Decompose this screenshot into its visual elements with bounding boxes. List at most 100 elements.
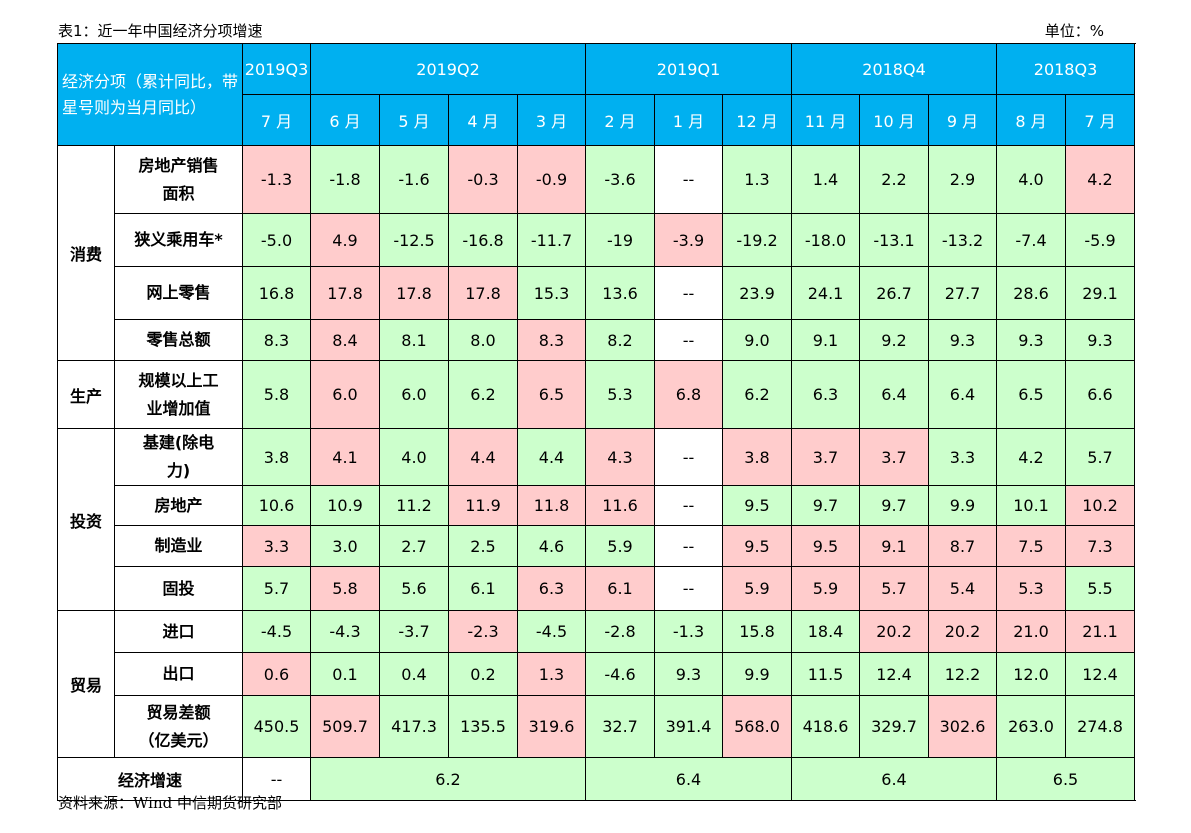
value-cell: -13.2 bbox=[928, 213, 998, 267]
value-cell: 6.8 bbox=[654, 360, 724, 429]
value-cell: 5.7 bbox=[242, 566, 312, 611]
value-cell: 9.7 bbox=[791, 485, 861, 526]
value-cell: -19.2 bbox=[722, 213, 793, 267]
row-label: 网上零售 bbox=[113, 266, 244, 320]
value-cell: 12.4 bbox=[1065, 652, 1136, 696]
value-cell: -1.6 bbox=[379, 145, 450, 214]
value-cell: 11.2 bbox=[379, 485, 450, 526]
group-label: 投资 bbox=[57, 428, 115, 611]
value-cell: 5.4 bbox=[928, 566, 998, 611]
row-label: 出口 bbox=[113, 652, 244, 696]
group-label: 贸易 bbox=[57, 610, 115, 758]
value-cell: 9.1 bbox=[859, 525, 930, 567]
value-cell: -0.3 bbox=[448, 145, 519, 214]
month-header: 5 月 bbox=[379, 94, 450, 146]
value-cell: -13.1 bbox=[859, 213, 930, 267]
value-cell: -3.9 bbox=[654, 213, 724, 267]
value-cell: 17.8 bbox=[448, 266, 519, 320]
gdp-value: -- bbox=[242, 757, 312, 801]
value-cell: -- bbox=[654, 525, 724, 567]
value-cell: 17.8 bbox=[310, 266, 381, 320]
row-label: 零售总额 bbox=[113, 319, 244, 361]
value-cell: 23.9 bbox=[722, 266, 793, 320]
row-label: 固投 bbox=[113, 566, 244, 611]
value-cell: 6.4 bbox=[928, 360, 998, 429]
table-row: 投资 基建(除电力) 3.8 4.1 4.0 4.4 4.4 4.3 -- 3.8 3.7 3.7 3.… bbox=[57, 428, 1136, 611]
table-row: 狭义乘用车* -5.0 4.9 -12.5 -16.8 -11.7 -19 -3.9 -19.2… bbox=[58, 213, 1136, 267]
value-cell: 15.8 bbox=[722, 610, 793, 653]
value-cell: 4.9 bbox=[310, 213, 381, 267]
value-cell: 17.8 bbox=[379, 266, 450, 320]
row-label: 进口 bbox=[113, 610, 244, 653]
value-cell: 6.0 bbox=[379, 360, 450, 429]
value-cell: 2.9 bbox=[928, 145, 998, 214]
table-row: 出口 0.6 0.1 0.4 0.2 1.3 -4.6 9.3 9.9 11.5 12.4 12.2 1… bbox=[58, 652, 1136, 696]
value-cell: 4.4 bbox=[517, 428, 587, 486]
value-cell: 3.7 bbox=[791, 428, 861, 486]
value-cell: 10.2 bbox=[1065, 485, 1136, 526]
value-cell: 16.8 bbox=[242, 266, 312, 320]
group-label: 消费 bbox=[57, 145, 115, 361]
month-header: 9 月 bbox=[928, 94, 998, 146]
value-cell: 6.5 bbox=[517, 360, 587, 429]
month-header: 3 月 bbox=[517, 94, 587, 146]
value-cell: -- bbox=[654, 566, 724, 611]
row-label: 规模以上工业增加值 bbox=[113, 360, 244, 429]
value-cell: 9.0 bbox=[722, 319, 793, 361]
value-cell: 13.6 bbox=[585, 266, 656, 320]
table-row: 固投 5.7 5.8 5.6 6.1 6.3 6.1 -- 5.9 5.9 5.7 5.4 5.3 5.5 bbox=[58, 566, 1136, 611]
value-cell: 9.2 bbox=[859, 319, 930, 361]
value-cell: 10.9 bbox=[310, 485, 381, 526]
value-cell: 9.3 bbox=[654, 652, 724, 696]
table-caption: 表1：近一年中国经济分项增速 bbox=[58, 22, 263, 40]
value-cell: 6.3 bbox=[517, 566, 587, 611]
value-cell: -12.5 bbox=[379, 213, 450, 267]
value-cell: -3.7 bbox=[379, 610, 450, 653]
value-cell: 8.2 bbox=[585, 319, 656, 361]
month-header: 7 月 bbox=[242, 94, 312, 146]
value-cell: 4.0 bbox=[379, 428, 450, 486]
value-cell: 8.4 bbox=[310, 319, 381, 361]
gdp-row: 经济增速 -- 6.2 6.4 6.4 6.5 bbox=[56, 757, 1136, 801]
value-cell: 4.3 bbox=[585, 428, 656, 486]
value-cell: 10.6 bbox=[242, 485, 312, 526]
value-cell: 15.3 bbox=[517, 266, 587, 320]
month-header: 11 月 bbox=[791, 94, 861, 146]
economic-indicator-table: 经济分项（累计同比，带星号则为当月同比） 2019Q3 2019Q2 2019Q… bbox=[56, 43, 1136, 801]
value-cell: 0.1 bbox=[310, 652, 381, 696]
table-row: 生产 规模以上工业增加值 5.8 6.0 6.0 6.2 6.5 5.3 6.8 6.2 6.3 6.… bbox=[57, 360, 1136, 429]
value-cell: 11.9 bbox=[448, 485, 519, 526]
value-cell: 4.0 bbox=[996, 145, 1067, 214]
value-cell: 20.2 bbox=[859, 610, 930, 653]
value-cell: 391.4 bbox=[654, 695, 724, 758]
value-cell: 9.9 bbox=[722, 652, 793, 696]
value-cell: 3.8 bbox=[242, 428, 312, 486]
value-cell: 2.5 bbox=[448, 525, 519, 567]
value-cell: 329.7 bbox=[859, 695, 930, 758]
value-cell: -4.6 bbox=[585, 652, 656, 696]
value-cell: -- bbox=[654, 319, 724, 361]
value-cell: 5.6 bbox=[379, 566, 450, 611]
table-row: 零售总额 8.3 8.4 8.1 8.0 8.3 8.2 -- 9.0 9.1 9.2 9.3 9.3 9… bbox=[58, 319, 1136, 361]
value-cell: 5.7 bbox=[859, 566, 930, 611]
value-cell: -1.3 bbox=[654, 610, 724, 653]
month-header: 4 月 bbox=[448, 94, 519, 146]
quarter-header: 2018Q4 bbox=[791, 43, 998, 95]
value-cell: -4.3 bbox=[310, 610, 381, 653]
value-cell: 6.3 bbox=[791, 360, 861, 429]
value-cell: -7.4 bbox=[996, 213, 1067, 267]
value-cell: -5.0 bbox=[242, 213, 312, 267]
value-cell: 8.0 bbox=[448, 319, 519, 361]
value-cell: 450.5 bbox=[242, 695, 312, 758]
value-cell: 11.5 bbox=[791, 652, 861, 696]
value-cell: 418.6 bbox=[791, 695, 861, 758]
value-cell: 2.7 bbox=[379, 525, 450, 567]
value-cell: 18.4 bbox=[791, 610, 861, 653]
value-cell: 6.2 bbox=[448, 360, 519, 429]
quarter-header: 2019Q2 bbox=[310, 43, 587, 95]
value-cell: -3.6 bbox=[585, 145, 656, 214]
gdp-value: 6.2 bbox=[310, 757, 587, 801]
value-cell: -- bbox=[654, 266, 724, 320]
row-label: 狭义乘用车* bbox=[113, 213, 244, 267]
value-cell: 27.7 bbox=[928, 266, 998, 320]
